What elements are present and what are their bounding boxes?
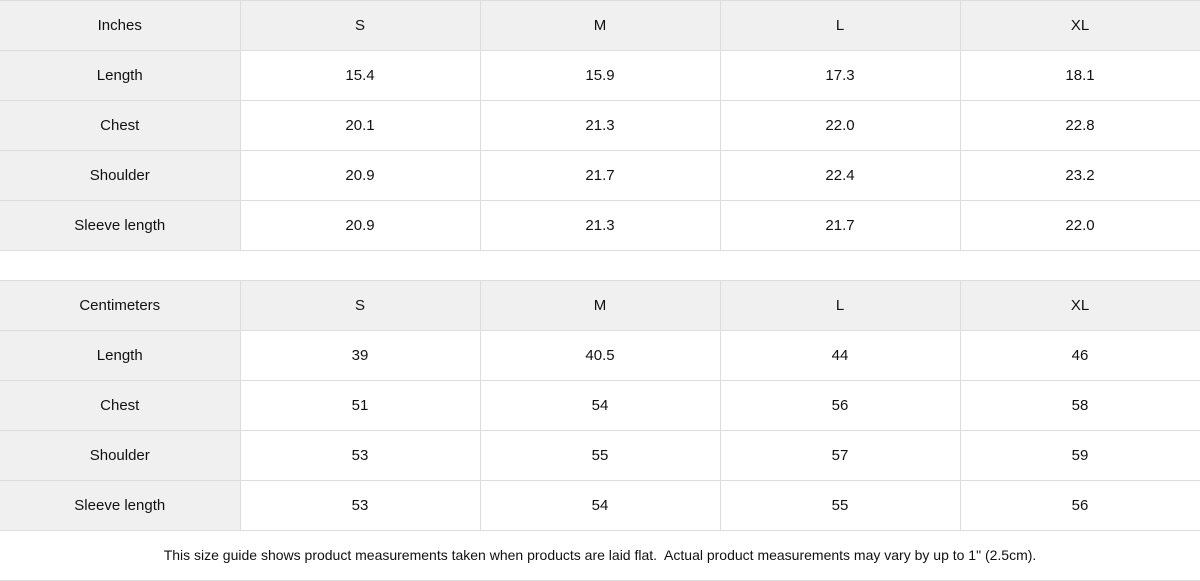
inches-size-header-l: L (720, 0, 961, 51)
measure-value: 21.3 (480, 100, 721, 151)
measure-label: Chest (0, 380, 241, 431)
measure-value: 56 (960, 480, 1200, 531)
footer-row: This size guide shows product measuremen… (0, 530, 1200, 581)
table-row: Sleeve length 53 54 55 56 (0, 480, 1200, 531)
measure-value: 15.4 (240, 50, 481, 101)
measure-label: Shoulder (0, 150, 241, 201)
table-row: Length 39 40.5 44 46 (0, 330, 1200, 381)
measure-value: 55 (720, 480, 961, 531)
centimeters-size-header-l: L (720, 280, 961, 331)
measure-value: 20.1 (240, 100, 481, 151)
measure-value: 15.9 (480, 50, 721, 101)
measure-value: 46 (960, 330, 1200, 381)
centimeters-size-header-s: S (240, 280, 481, 331)
measure-label: Chest (0, 100, 241, 151)
table-row: Length 15.4 15.9 17.3 18.1 (0, 50, 1200, 101)
measure-value: 53 (240, 480, 481, 531)
measure-value: 22.4 (720, 150, 961, 201)
measure-value: 54 (480, 380, 721, 431)
measure-value: 54 (480, 480, 721, 531)
inches-unit-label: Inches (0, 0, 241, 51)
measure-value: 21.7 (480, 150, 721, 201)
measure-value: 40.5 (480, 330, 721, 381)
measure-value: 56 (720, 380, 961, 431)
table-spacer-row (0, 250, 1200, 281)
measure-value: 23.2 (960, 150, 1200, 201)
measure-value: 53 (240, 430, 481, 481)
table-row: Chest 51 54 56 58 (0, 380, 1200, 431)
measure-value: 58 (960, 380, 1200, 431)
measure-label: Length (0, 330, 241, 381)
measure-value: 20.9 (240, 150, 481, 201)
inches-size-header-m: M (480, 0, 721, 51)
measure-value: 59 (960, 430, 1200, 481)
table-row: Shoulder 20.9 21.7 22.4 23.2 (0, 150, 1200, 201)
measure-value: 21.3 (480, 200, 721, 251)
centimeters-size-header-m: M (480, 280, 721, 331)
centimeters-header-row: Centimeters S M L XL (0, 280, 1200, 331)
size-guide-disclaimer: This size guide shows product measuremen… (0, 530, 1200, 581)
measure-value: 22.8 (960, 100, 1200, 151)
measure-value: 57 (720, 430, 961, 481)
inches-size-header-xl: XL (960, 0, 1200, 51)
table-row: Chest 20.1 21.3 22.0 22.8 (0, 100, 1200, 151)
measure-label: Sleeve length (0, 200, 241, 251)
measure-label: Length (0, 50, 241, 101)
table-row: Shoulder 53 55 57 59 (0, 430, 1200, 481)
measure-value: 55 (480, 430, 721, 481)
measure-value: 44 (720, 330, 961, 381)
measure-label: Sleeve length (0, 480, 241, 531)
measure-value: 22.0 (960, 200, 1200, 251)
table-row: Sleeve length 20.9 21.3 21.7 22.0 (0, 200, 1200, 251)
measure-label: Shoulder (0, 430, 241, 481)
table-spacer (0, 250, 1200, 281)
measure-value: 18.1 (960, 50, 1200, 101)
centimeters-unit-label: Centimeters (0, 280, 241, 331)
measure-value: 20.9 (240, 200, 481, 251)
measure-value: 22.0 (720, 100, 961, 151)
measure-value: 17.3 (720, 50, 961, 101)
centimeters-size-header-xl: XL (960, 280, 1200, 331)
inches-header-row: Inches S M L XL (0, 0, 1200, 51)
inches-size-header-s: S (240, 0, 481, 51)
measure-value: 51 (240, 380, 481, 431)
measure-value: 21.7 (720, 200, 961, 251)
measure-value: 39 (240, 330, 481, 381)
